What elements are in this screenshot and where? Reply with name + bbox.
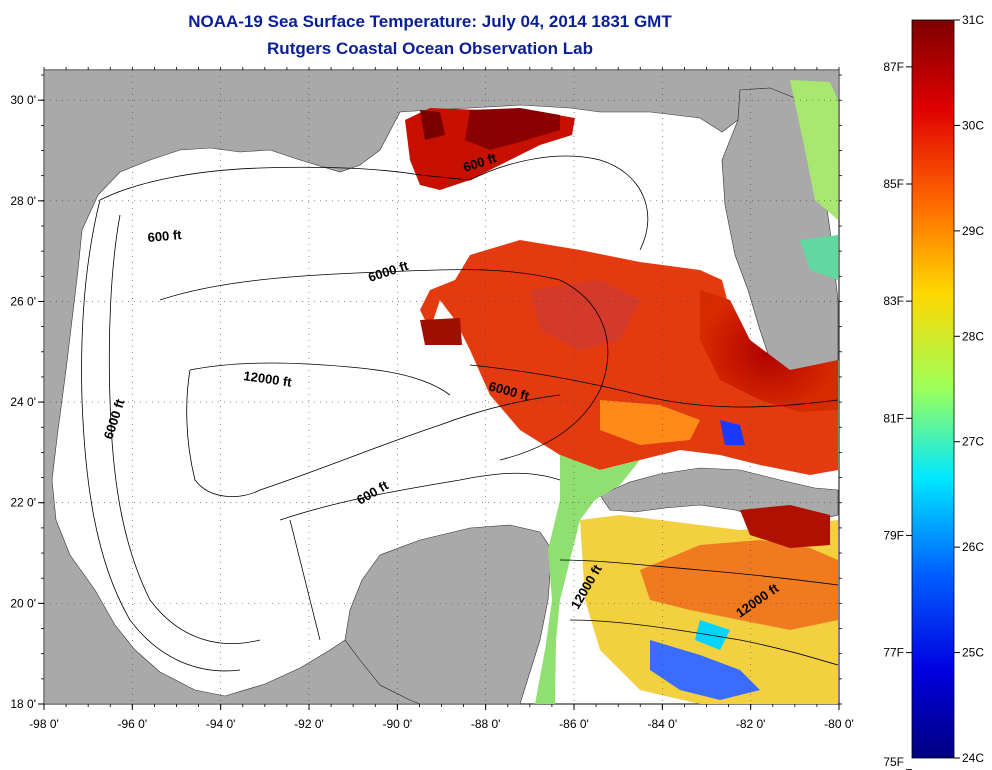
lat-tick-label: 28 0' [10,194,36,208]
map-title: NOAA-19 Sea Surface Temperature: July 04… [188,12,672,31]
colorbar: 31C 30C 29C 28C 27C 26C 25C 24C 87F 85F 83F 81F 79F… [883,13,984,770]
colorbar-c-label: 24C [962,751,984,765]
colorbar-f-label: 87F [883,60,904,74]
graticule [38,67,842,710]
colorbar-celsius-labels: 31C 30C 29C 28C 27C 26C 25C 24C [954,13,984,765]
colorbar-c-label: 29C [962,224,984,238]
colorbar-f-label: 79F [883,528,904,542]
colorbar-f-label: 81F [883,411,904,425]
lat-tick-label: 24 0' [10,395,36,409]
colorbar-c-label: 31C [962,13,984,27]
lon-tick-label: -90 0' [383,717,413,731]
lon-tick-label: -82 0' [736,717,766,731]
lon-tick-label: -80 0' [824,717,854,731]
colorbar-c-label: 28C [962,329,984,343]
lat-tick-label: 22 0' [10,496,36,510]
colorbar-c-label: 26C [962,540,984,554]
lon-tick-label: -94 0' [206,717,236,731]
bathymetry-contours [81,155,839,672]
contour-label: 12000 ft [243,368,294,390]
colorbar-f-label: 77F [883,646,904,660]
colorbar-f-label: 85F [883,177,904,191]
latitude-labels: 30 0' 28 0' 26 0' 24 0' 22 0' 20 0' 18 0' [10,93,36,711]
colorbar-c-label: 25C [962,646,984,660]
lon-tick-label: -92 0' [294,717,324,731]
lon-tick-label: -98 0' [29,717,59,731]
colorbar-c-label: 30C [962,118,984,132]
lat-tick-label: 26 0' [10,294,36,308]
lat-tick-label: 20 0' [10,596,36,610]
colorbar-f-label: 75F [883,755,904,769]
lon-tick-label: -88 0' [471,717,501,731]
colorbar-c-label: 27C [962,435,984,449]
colorbar-f-label: 83F [883,294,904,308]
map-subtitle: Rutgers Coastal Ocean Observation Lab [267,39,593,58]
contour-label: 600 ft [147,227,183,245]
lon-tick-label: -84 0' [648,717,678,731]
lon-tick-label: -86 0' [559,717,589,731]
colorbar-fahrenheit-labels: 87F 85F 83F 81F 79F 77F 75F [883,60,912,770]
lat-tick-label: 30 0' [10,93,36,107]
lon-tick-label: -96 0' [118,717,148,731]
longitude-labels: -98 0' -96 0' -94 0' -92 0' -90 0' -88 0' -86 … [29,717,854,731]
colorbar-gradient [911,19,955,759]
lat-tick-label: 18 0' [10,697,36,711]
sst-coverage [405,80,838,704]
